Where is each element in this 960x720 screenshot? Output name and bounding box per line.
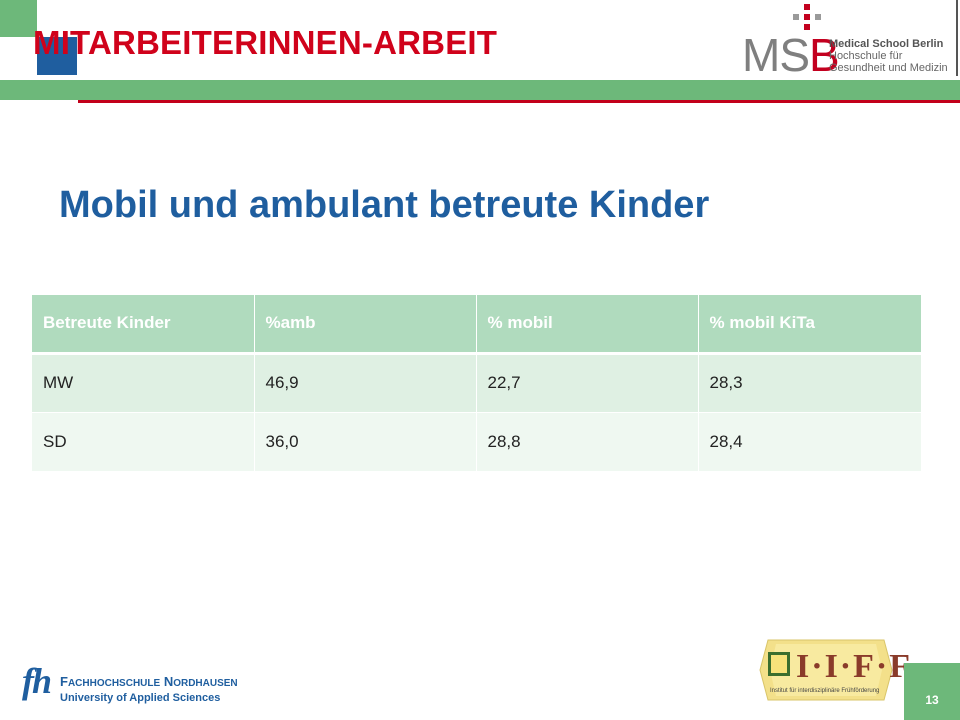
fh-name: FACHHOCHSCHULE NORDHAUSEN — [60, 674, 238, 689]
table-cell: 46,9 — [254, 353, 477, 413]
header-green-square — [0, 0, 37, 37]
table-cell: 28,4 — [698, 412, 922, 471]
iff-logo: I·I·F·F Institut für interdisziplinäre F… — [756, 634, 910, 706]
table-cell: MW — [32, 353, 255, 413]
fh-subtitle: University of Applied Sciences — [60, 692, 221, 704]
msb-letters: MSB — [742, 29, 840, 81]
fh-mark: fh — [22, 661, 52, 701]
header-blue-square — [37, 37, 77, 75]
header-divider — [956, 0, 958, 76]
slide-heading: Mobil und ambulant betreute Kinder — [59, 184, 710, 226]
msb-dots-icon — [790, 4, 826, 34]
table-cell: 22,7 — [476, 353, 699, 413]
msb-name: Medical School Berlin Hochschule für Ges… — [829, 38, 948, 74]
page-number: 13 — [925, 693, 939, 707]
header-red-line — [78, 100, 960, 103]
page-number-box: 13 — [904, 663, 960, 720]
iff-subtitle: Institut für interdisziplinäre Frühförde… — [770, 688, 880, 694]
msb-logo: MSB Medical School Berlin Hochschule für… — [738, 4, 954, 81]
table-row: MW 46,9 22,7 28,3 — [32, 353, 922, 413]
table-header-cell: Betreute Kinder — [32, 295, 255, 355]
iff-letters: I·I·F·F — [796, 648, 913, 685]
table-cell: 28,8 — [476, 412, 699, 471]
table-cell: 36,0 — [254, 412, 477, 471]
table-cell: SD — [32, 412, 255, 471]
table-header-cell: % mobil KiTa — [698, 295, 922, 355]
table-header-cell: %amb — [254, 295, 477, 355]
table-row: SD 36,0 28,8 28,4 — [32, 412, 922, 471]
data-table: Betreute Kinder %amb % mobil % mobil KiT… — [32, 295, 922, 471]
iff-badge-icon — [759, 639, 893, 701]
table-cell: 28,3 — [698, 353, 922, 413]
table-header-cell: % mobil — [476, 295, 699, 355]
table-header-row: Betreute Kinder %amb % mobil % mobil KiT… — [32, 295, 922, 355]
check-icon — [768, 652, 790, 676]
slide-section-title: MITARBEITERINNEN-ARBEIT — [33, 24, 498, 61]
fh-nordhausen-logo: fh FACHHOCHSCHULE NORDHAUSEN University … — [22, 660, 262, 708]
header-green-band — [0, 80, 960, 100]
